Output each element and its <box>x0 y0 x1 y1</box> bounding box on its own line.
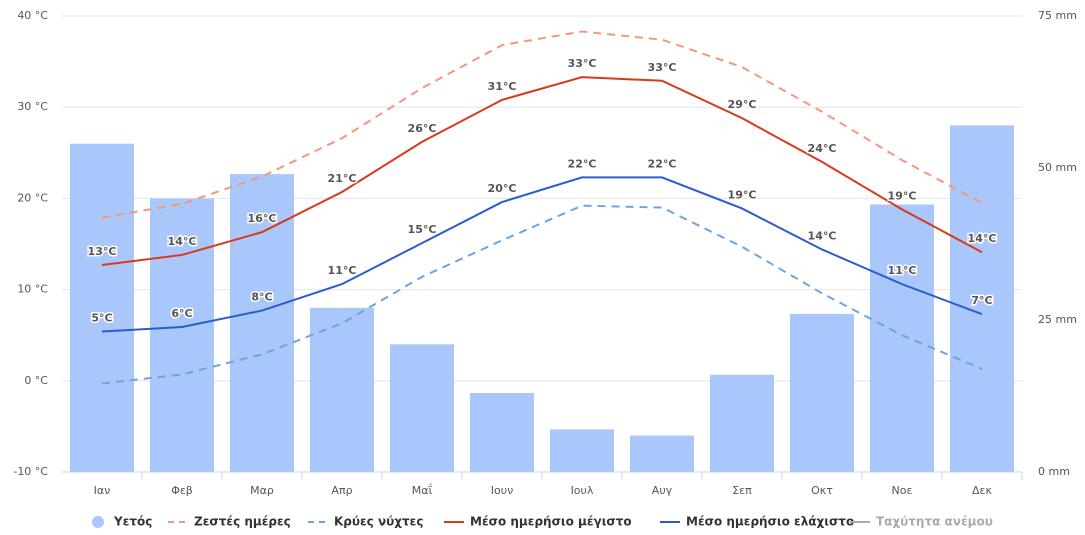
x-tick-label: Ιουλ <box>571 484 594 497</box>
bar <box>790 313 854 472</box>
data-label: 14°C <box>968 232 997 245</box>
data-label: 14°C <box>168 235 197 248</box>
data-label: 13°C <box>88 245 117 258</box>
data-label: 5°C <box>91 312 112 325</box>
x-tick-label: Μαΐ <box>412 483 433 497</box>
data-label: 33°C <box>648 61 677 74</box>
y2-tick-label: 25 mm <box>1038 313 1077 326</box>
data-label: 33°C <box>568 57 597 70</box>
bar <box>150 198 214 472</box>
data-label: 21°C <box>328 172 357 185</box>
legend-label[interactable]: Ζεστές ημέρες <box>194 515 291 529</box>
bar <box>470 392 534 472</box>
x-tick-label: Μαρ <box>250 484 274 497</box>
data-label: 6°C <box>171 307 192 320</box>
data-label: 20°C <box>488 182 517 195</box>
bar <box>630 435 694 472</box>
bar <box>550 429 614 472</box>
bar <box>950 125 1014 472</box>
y2-tick-label: 75 mm <box>1038 9 1077 22</box>
data-label: 16°C <box>248 212 277 225</box>
bar <box>310 307 374 472</box>
data-label: 19°C <box>728 188 757 201</box>
legend-label[interactable]: Κρύες νύχτες <box>334 515 423 529</box>
bar <box>870 204 934 473</box>
bar <box>230 174 294 472</box>
data-label: 22°C <box>648 157 677 170</box>
bar <box>390 344 454 472</box>
data-label: 14°C <box>808 229 837 242</box>
line <box>101 176 983 333</box>
y-tick-label: 20 °C <box>17 191 48 204</box>
y-tick-label: 0 °C <box>24 374 48 387</box>
x-tick-label: Ιαν <box>94 484 111 497</box>
line <box>101 76 983 266</box>
legend-label[interactable]: Υετός <box>113 515 152 529</box>
x-tick-label: Αυγ <box>652 484 673 497</box>
x-tick-label: Απρ <box>331 484 352 497</box>
y-tick-label: 10 °C <box>17 283 48 296</box>
data-label: 26°C <box>408 122 437 135</box>
data-label: 11°C <box>888 264 917 277</box>
y-tick-label: 30 °C <box>17 100 48 113</box>
data-label: 24°C <box>808 142 837 155</box>
data-label: 29°C <box>728 98 757 111</box>
bar <box>70 143 134 472</box>
y2-tick-label: 50 mm <box>1038 161 1077 174</box>
data-label: 7°C <box>971 294 992 307</box>
data-label: 15°C <box>408 223 437 236</box>
y-tick-label: -10 °C <box>13 465 48 478</box>
x-tick-label: Νοε <box>892 484 913 497</box>
data-label: 31°C <box>488 80 517 93</box>
data-label: 8°C <box>251 291 272 304</box>
y2-tick-label: 0 mm <box>1038 465 1070 478</box>
data-label: 19°C <box>888 189 917 202</box>
line <box>101 30 983 219</box>
x-tick-label: Σεπ <box>732 484 752 497</box>
legend-label[interactable]: Ταχύτητα ανέμου <box>876 515 993 529</box>
bar <box>710 374 774 472</box>
legend-symbol <box>92 516 104 528</box>
legend-label[interactable]: Μέσο ημερήσιο ελάχιστο <box>686 515 854 529</box>
x-tick-label: Δεκ <box>972 484 992 497</box>
legend-label[interactable]: Μέσο ημερήσιο μέγιστο <box>470 515 632 529</box>
y-tick-label: 40 °C <box>17 9 48 22</box>
x-tick-label: Οκτ <box>811 484 833 497</box>
x-tick-label: Ιουν <box>491 484 513 497</box>
data-label: 11°C <box>328 264 357 277</box>
x-tick-label: Φεβ <box>171 484 193 497</box>
data-label: 22°C <box>568 157 597 170</box>
